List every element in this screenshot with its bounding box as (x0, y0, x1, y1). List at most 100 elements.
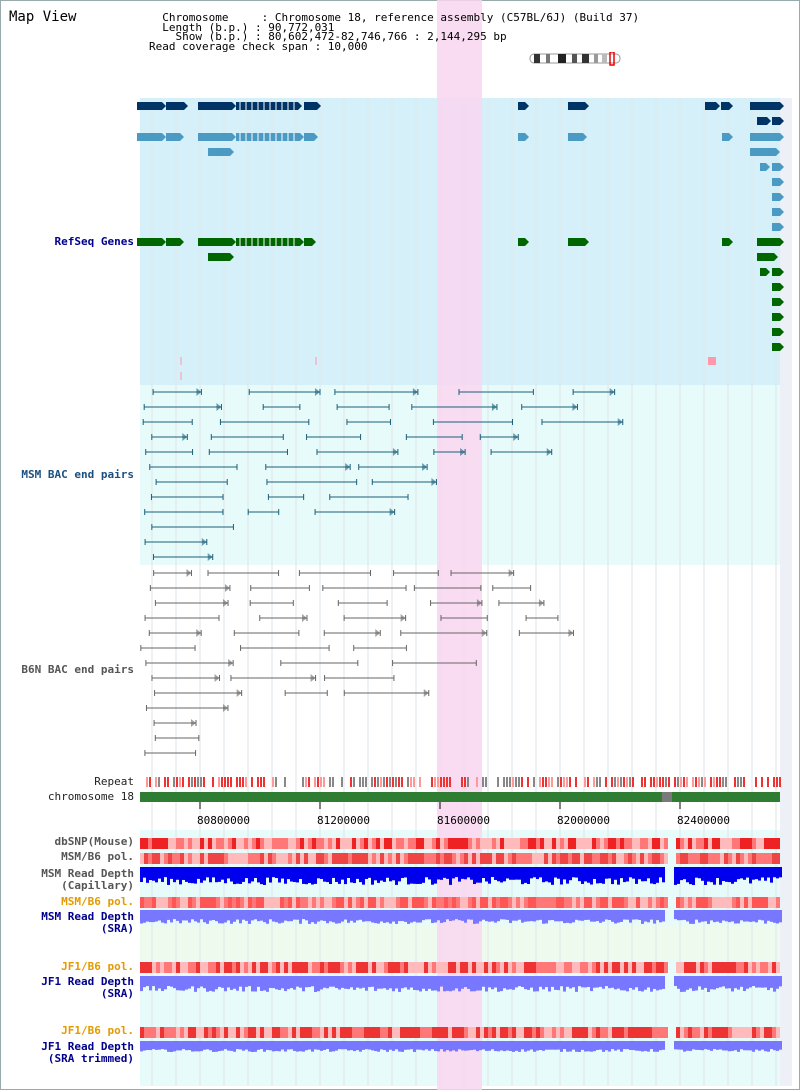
polymorphism-cell (776, 897, 780, 908)
chromosome-ideogram[interactable] (528, 52, 622, 66)
track-label-msm-b6-pol-sra[interactable]: MSM/B6 pol. (61, 895, 134, 908)
read-depth-bar (656, 910, 659, 921)
track-label-refseq[interactable]: RefSeq Genes (54, 235, 134, 248)
polymorphism-cell (228, 853, 232, 864)
polymorphism-cell (504, 853, 508, 864)
polymorphism-cell (244, 838, 248, 849)
read-depth-bar (644, 976, 647, 990)
read-depth-bar (770, 867, 773, 883)
track-label-msm-bac[interactable]: MSM BAC end pairs (21, 468, 134, 481)
read-depth-bar (698, 976, 701, 987)
read-depth-bar (587, 976, 590, 987)
repeat-element (548, 777, 550, 787)
polymorphism-cell (596, 962, 600, 973)
read-depth-bar (428, 976, 431, 989)
polymorphism-cell (212, 897, 216, 908)
read-depth-bar (326, 1041, 329, 1050)
read-depth-bar (449, 1041, 452, 1052)
polymorphism-cell (160, 853, 164, 864)
read-depth-bar (410, 1041, 413, 1050)
track-label-dbsnp[interactable]: dbSNP(Mouse) (54, 835, 134, 848)
gene-arrow (232, 238, 236, 246)
track-label-msm-depth-cap[interactable]: MSM Read Depth (41, 867, 134, 880)
polymorphism-cell (556, 853, 560, 864)
read-depth-bar (275, 910, 278, 923)
read-depth-bar (443, 1041, 446, 1052)
polymorphism-cell (396, 897, 400, 908)
polymorphism-cell (768, 838, 772, 849)
read-depth-bar (680, 976, 683, 992)
track-label-msm-depth-sra[interactable]: MSM Read Depth (41, 910, 134, 923)
track-label-msm-b6-pol-cap[interactable]: MSM/B6 pol. (61, 850, 134, 863)
track-label-jf1-b6-pol-2[interactable]: JF1/B6 pol. (61, 1024, 134, 1037)
polymorphism-cell (356, 897, 360, 908)
track-label-b6n-bac[interactable]: B6N BAC end pairs (21, 663, 134, 676)
gene-model (772, 298, 780, 306)
polymorphism-cell (648, 897, 652, 908)
read-depth-bar (386, 867, 389, 878)
read-depth-bar (695, 867, 698, 878)
polymorphism-cell (260, 897, 264, 908)
read-depth-bar (359, 976, 362, 989)
read-depth-bar (167, 910, 170, 920)
read-depth-bar (686, 976, 689, 990)
polymorphism-cell (624, 838, 628, 849)
read-depth-bar (338, 1041, 341, 1050)
read-depth-bar (395, 1041, 398, 1050)
gene-arrow (780, 298, 784, 306)
polymorphism-cell (740, 897, 744, 908)
track-label-jf1-b6-pol-1[interactable]: JF1/B6 pol. (61, 960, 134, 973)
read-depth-bar (761, 910, 764, 921)
polymorphism-cell (400, 853, 404, 864)
read-depth-bar (164, 910, 167, 924)
repeat-element (698, 777, 700, 787)
read-depth-bar (407, 867, 410, 885)
read-depth-bar (476, 867, 479, 883)
read-depth-bar (533, 867, 536, 878)
repeat-element (431, 777, 433, 787)
read-depth-bar (365, 867, 368, 880)
polymorphism-cell (688, 962, 692, 973)
read-depth-bar (710, 1041, 713, 1051)
polymorphism-cell (580, 1027, 584, 1038)
polymorphism-cell (412, 962, 416, 973)
repeat-element (587, 777, 589, 787)
polymorphism-cell (444, 853, 448, 864)
read-depth-bar (557, 910, 560, 922)
track-label-repeat[interactable]: Repeat (94, 775, 134, 788)
read-depth-bar (563, 976, 566, 992)
polymorphism-cell (616, 838, 620, 849)
polymorphism-cell (168, 897, 172, 908)
read-depth-bar (644, 867, 647, 882)
bac-arrow (422, 463, 428, 471)
read-depth-bar (350, 1041, 353, 1051)
track-label-jf1-depth-1[interactable]: JF1 Read Depth (41, 975, 134, 988)
repeat-element (560, 777, 562, 787)
read-depth-bar (422, 976, 425, 989)
polymorphism-cell (656, 1027, 660, 1038)
read-depth-bar (185, 910, 188, 921)
polymorphism-cell (728, 1027, 732, 1038)
read-depth-bar (425, 867, 428, 878)
polymorphism-cell (264, 962, 268, 973)
polymorphism-cell (556, 897, 560, 908)
read-depth-bar (206, 867, 209, 878)
polymorphism-cell (360, 838, 364, 849)
repeat-element (767, 777, 769, 787)
read-depth-bar (368, 976, 371, 988)
polymorphism-cell (284, 1027, 288, 1038)
track-label-jf1-depth-2[interactable]: JF1 Read Depth (41, 1040, 134, 1053)
read-depth-bar (173, 1041, 176, 1052)
polymorphism-cell (736, 897, 740, 908)
read-depth-bar (647, 910, 650, 923)
read-depth-bar (221, 910, 224, 924)
polymorphism-cell (624, 962, 628, 973)
polymorphism-cell (680, 962, 684, 973)
read-depth-bar (398, 867, 401, 882)
read-depth-bar (770, 976, 773, 988)
track-label-chromosome[interactable]: chromosome 18 (47, 790, 134, 803)
gene-model (198, 102, 232, 110)
polymorphism-cell (580, 897, 584, 908)
read-depth-bar (335, 910, 338, 924)
